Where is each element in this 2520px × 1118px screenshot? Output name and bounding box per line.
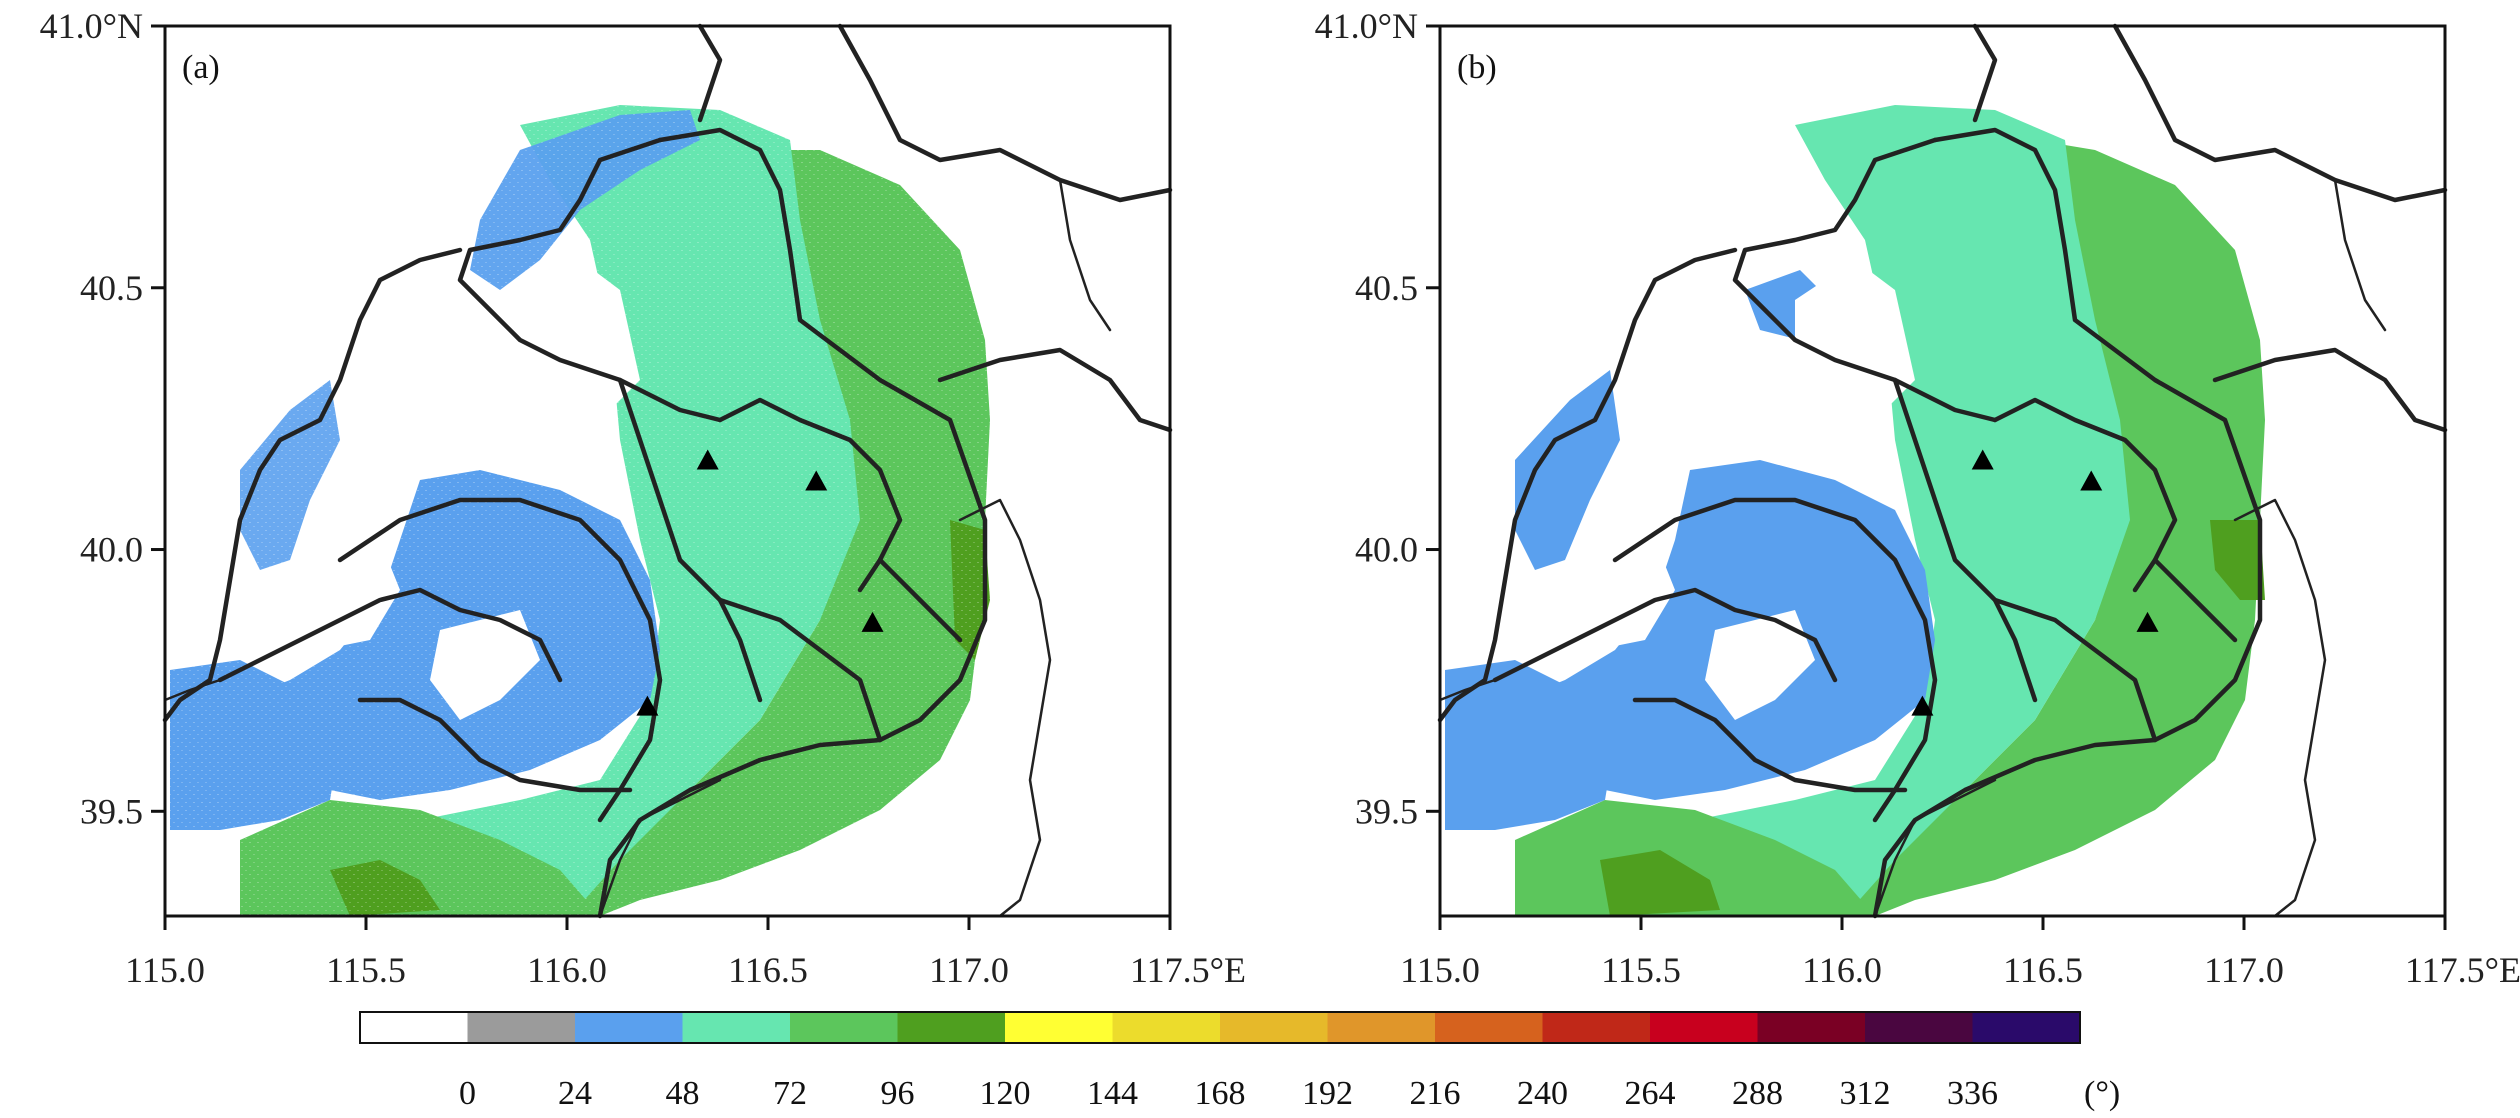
colorbar-tick-label: 96 [881, 1075, 915, 1112]
x-axis-a: 115.0 115.5 116.0 116.5 117.0 117.5°E [125, 916, 1246, 990]
colorbar-cell [360, 1012, 468, 1043]
radar-site-triangle-icon [2136, 611, 2159, 632]
colorbar-tick-label: 192 [1302, 1075, 1353, 1112]
colorbar-cell [1865, 1012, 1973, 1043]
y-tick-label: 39.5 [1355, 791, 1418, 831]
colorbar-cell [467, 1012, 576, 1043]
y-tick-label: 41.0°N [1315, 6, 1418, 46]
colorbar-frame [359, 1011, 2081, 1044]
field-24-48-b-west [1445, 660, 1615, 830]
colorbar-cell [1220, 1012, 1328, 1043]
radar-sites-a [636, 449, 884, 716]
field-72-96-b [1815, 140, 2265, 916]
colorbar-cell [1327, 1012, 1436, 1043]
colorbar-cell [1112, 1012, 1221, 1043]
x-tick-label: 115.0 [1400, 950, 1480, 990]
colorbar-tick-label: 72 [773, 1075, 807, 1112]
y-axis-b: 41.0°N 40.5 40.0 39.5 [1315, 6, 1440, 831]
colorbar-cell [682, 1012, 791, 1043]
colorbar-cell [897, 1012, 1006, 1043]
colorbar-labels: 0 24 48 72 96 120 144 168 192 216 240 264 288 312 336 [459, 1075, 1998, 1112]
y-tick-label: 39.5 [80, 791, 143, 831]
gap-b-3 [1575, 540, 1675, 650]
x-tick-label: 116.0 [1802, 950, 1882, 990]
gap-b-2 [1705, 610, 1815, 720]
y-tick-label: 40.5 [80, 268, 143, 308]
speckle-a [165, 26, 1170, 916]
colorbar-tick-label: 312 [1840, 1075, 1891, 1112]
colorbar-cell [1972, 1012, 2081, 1043]
radar-sites-b [1911, 449, 2159, 716]
colorbar-tick-label: 264 [1625, 1075, 1676, 1112]
colorbar-tick-label: 24 [558, 1075, 592, 1112]
radar-field-a [165, 26, 1170, 916]
x-tick-label: 117.0 [929, 950, 1009, 990]
colorbar-tick-label: 288 [1732, 1075, 1783, 1112]
colorbar-unit: (°) [2084, 1075, 2120, 1112]
colorbar-tick-label: 0 [459, 1075, 476, 1112]
x-tick-label: 117.5°E [2405, 950, 2520, 990]
colorbar-cell [1005, 1012, 1113, 1043]
colorbar-cell [1435, 1012, 1543, 1043]
y-axis-a: 41.0°N 40.5 40.0 39.5 [40, 6, 165, 831]
radar-site-triangle-icon [2080, 470, 2103, 491]
radar-field-b [1440, 26, 2445, 916]
colorbar-cell [1650, 1012, 1758, 1043]
x-tick-label: 115.5 [326, 950, 406, 990]
gap-b-1 [1795, 260, 1915, 420]
district-boundaries-b [1437, 23, 2448, 919]
colorbar-cell [1542, 1012, 1651, 1043]
field-96-120-b-se [2210, 520, 2265, 600]
x-tick-label: 115.0 [125, 950, 205, 990]
y-tick-label: 40.5 [1355, 268, 1418, 308]
field-48-72-b [1605, 105, 2130, 916]
radar-site-triangle-icon [696, 449, 719, 470]
district-boundaries-a [162, 23, 1173, 919]
colorbar-cell [790, 1012, 898, 1043]
colorbar-cell [575, 1012, 683, 1043]
colorbar-tick-label: 168 [1195, 1075, 1246, 1112]
x-axis-b: 115.0 115.5 116.0 116.5 117.0 117.5°E [1400, 916, 2520, 990]
colorbar-cells [360, 1012, 2081, 1043]
radar-site-triangle-icon [1911, 695, 1934, 716]
colorbar-tick-label: 216 [1410, 1075, 1461, 1112]
colorbar-tick-label: 144 [1087, 1075, 1138, 1112]
x-tick-label: 117.5°E [1130, 950, 1246, 990]
panel-b: (b) 115.0 115.5 116.0 116.5 117.0 117.5°E 41.… [1315, 6, 2520, 990]
panel-label-b: (b) [1457, 49, 1497, 86]
plot-frame-a [163, 24, 1172, 918]
y-tick-label: 40.0 [80, 530, 143, 570]
radar-site-triangle-icon [636, 695, 659, 716]
x-tick-label: 117.0 [2204, 950, 2284, 990]
x-tick-label: 115.5 [1601, 950, 1681, 990]
panel-a: (a) 115.0 115.5 116.0 116.5 117.0 117.5°E 41.… [40, 6, 1246, 990]
gap-b-4 [2265, 200, 2445, 916]
gap-b-5 [1440, 26, 1975, 560]
colorbar-tick-label: 120 [980, 1075, 1031, 1112]
colorbar-cell [1757, 1012, 1866, 1043]
x-tick-label: 116.0 [527, 950, 607, 990]
colorbar: 0 24 48 72 96 120 144 168 192 216 240 264 288 312 336 … [359, 1011, 2120, 1112]
field-96-120-b-sw [1600, 850, 1720, 916]
radar-site-triangle-icon [861, 611, 884, 632]
y-tick-label: 40.0 [1355, 530, 1418, 570]
colorbar-tick-label: 48 [666, 1075, 700, 1112]
x-tick-label: 116.5 [728, 950, 808, 990]
panel-label-a: (a) [182, 49, 220, 86]
radar-site-triangle-icon [1971, 449, 1994, 470]
y-tick-label: 41.0°N [40, 6, 143, 46]
plot-frame-b [1438, 24, 2447, 918]
x-tick-label: 116.5 [2003, 950, 2083, 990]
colorbar-tick-label: 336 [1947, 1075, 1998, 1112]
radar-site-triangle-icon [805, 470, 828, 491]
colorbar-tick-label: 240 [1517, 1075, 1568, 1112]
